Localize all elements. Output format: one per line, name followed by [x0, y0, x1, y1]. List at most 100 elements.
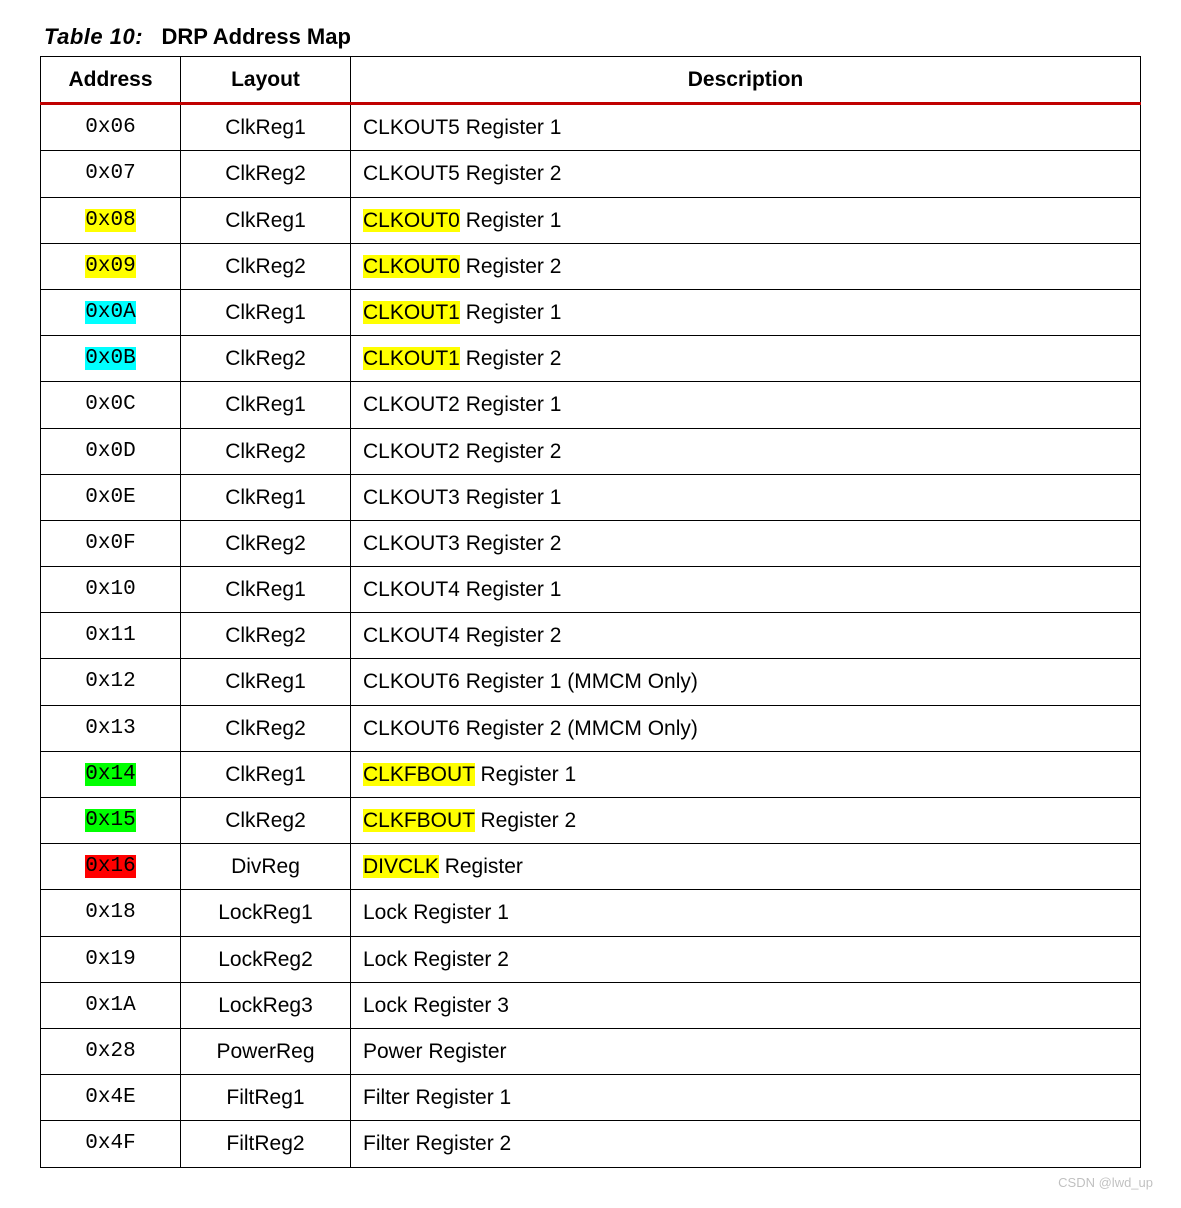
cell-layout: FiltReg1	[181, 1075, 351, 1121]
table-row: 0x15ClkReg2CLKFBOUT Register 2	[41, 798, 1141, 844]
drp-address-map-table: Address Layout Description 0x06ClkReg1CL…	[40, 56, 1141, 1168]
desc-highlight: CLKOUT1	[363, 347, 460, 370]
address-highlight: 0x14	[85, 763, 135, 786]
desc-post: Register 1	[475, 763, 577, 786]
table-row: 0x0CClkReg1CLKOUT2 Register 1	[41, 382, 1141, 428]
desc-highlight: CLKFBOUT	[363, 763, 475, 786]
desc-highlight: CLKOUT0	[363, 255, 460, 278]
desc-highlight: CLKOUT1	[363, 301, 460, 324]
cell-description: CLKOUT6 Register 1 (MMCM Only)	[351, 659, 1141, 705]
cell-address: 0x12	[41, 659, 181, 705]
cell-address: 0x0B	[41, 336, 181, 382]
cell-description: CLKOUT2 Register 2	[351, 428, 1141, 474]
table-row: 0x0EClkReg1CLKOUT3 Register 1	[41, 474, 1141, 520]
desc-post: Register 2	[460, 255, 562, 278]
table-row: 0x10ClkReg1CLKOUT4 Register 1	[41, 567, 1141, 613]
table-row: 0x4EFiltReg1Filter Register 1	[41, 1075, 1141, 1121]
cell-description: CLKOUT3 Register 1	[351, 474, 1141, 520]
cell-address: 0x14	[41, 751, 181, 797]
cell-description: Filter Register 1	[351, 1075, 1141, 1121]
cell-address: 0x06	[41, 104, 181, 151]
cell-layout: ClkReg2	[181, 336, 351, 382]
address-highlight: 0x16	[85, 855, 135, 878]
cell-description: CLKOUT2 Register 1	[351, 382, 1141, 428]
cell-layout: ClkReg2	[181, 520, 351, 566]
cell-description: Filter Register 2	[351, 1121, 1141, 1167]
address-highlight: 0x0A	[85, 301, 135, 324]
desc-post: Register 1	[460, 209, 562, 232]
cell-address: 0x0A	[41, 289, 181, 335]
cell-layout: ClkReg2	[181, 151, 351, 197]
cell-description: Power Register	[351, 1028, 1141, 1074]
cell-address: 0x09	[41, 243, 181, 289]
cell-layout: LockReg3	[181, 982, 351, 1028]
cell-layout: ClkReg2	[181, 428, 351, 474]
cell-layout: ClkReg2	[181, 798, 351, 844]
cell-layout: ClkReg2	[181, 613, 351, 659]
desc-highlight: DIVCLK	[363, 855, 439, 878]
cell-address: 0x0F	[41, 520, 181, 566]
cell-description: Lock Register 2	[351, 936, 1141, 982]
address-highlight: 0x0B	[85, 347, 135, 370]
cell-description: CLKOUT5 Register 1	[351, 104, 1141, 151]
table-row: 0x06ClkReg1CLKOUT5 Register 1	[41, 104, 1141, 151]
table-row: 0x13ClkReg2CLKOUT6 Register 2 (MMCM Only…	[41, 705, 1141, 751]
col-header-address: Address	[41, 57, 181, 104]
table-row: 0x08ClkReg1CLKOUT0 Register 1	[41, 197, 1141, 243]
caption-lead: Table 10:	[44, 24, 143, 49]
cell-address: 0x0E	[41, 474, 181, 520]
cell-address: 0x07	[41, 151, 181, 197]
table-row: 0x14ClkReg1CLKFBOUT Register 1	[41, 751, 1141, 797]
cell-address: 0x28	[41, 1028, 181, 1074]
table-caption: Table 10: DRP Address Map	[44, 24, 1141, 50]
cell-description: CLKOUT0 Register 2	[351, 243, 1141, 289]
cell-description: CLKOUT1 Register 1	[351, 289, 1141, 335]
table-row: 0x09ClkReg2CLKOUT0 Register 2	[41, 243, 1141, 289]
table-header-row: Address Layout Description	[41, 57, 1141, 104]
table-row: 0x12ClkReg1CLKOUT6 Register 1 (MMCM Only…	[41, 659, 1141, 705]
desc-post: Register 1	[460, 301, 562, 324]
cell-description: CLKOUT5 Register 2	[351, 151, 1141, 197]
cell-description: CLKOUT0 Register 1	[351, 197, 1141, 243]
address-highlight: 0x09	[85, 255, 135, 278]
cell-layout: ClkReg1	[181, 659, 351, 705]
cell-layout: ClkReg1	[181, 382, 351, 428]
cell-address: 0x1A	[41, 982, 181, 1028]
cell-description: CLKOUT3 Register 2	[351, 520, 1141, 566]
cell-layout: ClkReg1	[181, 197, 351, 243]
cell-layout: ClkReg2	[181, 243, 351, 289]
cell-layout: LockReg1	[181, 890, 351, 936]
cell-address: 0x13	[41, 705, 181, 751]
cell-address: 0x10	[41, 567, 181, 613]
desc-highlight: CLKOUT0	[363, 209, 460, 232]
cell-description: Lock Register 3	[351, 982, 1141, 1028]
cell-layout: ClkReg1	[181, 567, 351, 613]
cell-address: 0x0C	[41, 382, 181, 428]
cell-layout: LockReg2	[181, 936, 351, 982]
table-row: 0x07ClkReg2CLKOUT5 Register 2	[41, 151, 1141, 197]
table-row: 0x4FFiltReg2Filter Register 2	[41, 1121, 1141, 1167]
cell-layout: ClkReg1	[181, 474, 351, 520]
table-row: 0x16 DivReg DIVCLK Register	[41, 844, 1141, 890]
address-highlight: 0x08	[85, 209, 135, 232]
cell-description: CLKOUT4 Register 2	[351, 613, 1141, 659]
table-row: 0x0AClkReg1CLKOUT1 Register 1	[41, 289, 1141, 335]
cell-address: 0x11	[41, 613, 181, 659]
table-row: 0x18LockReg1Lock Register 1	[41, 890, 1141, 936]
cell-description: CLKOUT1 Register 2	[351, 336, 1141, 382]
cell-address: 0x16	[41, 844, 181, 890]
caption-title: DRP Address Map	[161, 24, 351, 49]
cell-layout: DivReg	[181, 844, 351, 890]
desc-post: Register	[439, 855, 523, 878]
cell-description: CLKOUT4 Register 1	[351, 567, 1141, 613]
table-row: 0x1ALockReg3Lock Register 3	[41, 982, 1141, 1028]
cell-description: CLKOUT6 Register 2 (MMCM Only)	[351, 705, 1141, 751]
cell-description: CLKFBOUT Register 1	[351, 751, 1141, 797]
cell-address: 0x4F	[41, 1121, 181, 1167]
cell-description: CLKFBOUT Register 2	[351, 798, 1141, 844]
cell-layout: ClkReg1	[181, 104, 351, 151]
watermark: CSDN @lwd_up	[1058, 1175, 1153, 1190]
table-row: 0x19LockReg2Lock Register 2	[41, 936, 1141, 982]
cell-layout: ClkReg2	[181, 705, 351, 751]
table-row: 0x0DClkReg2CLKOUT2 Register 2	[41, 428, 1141, 474]
